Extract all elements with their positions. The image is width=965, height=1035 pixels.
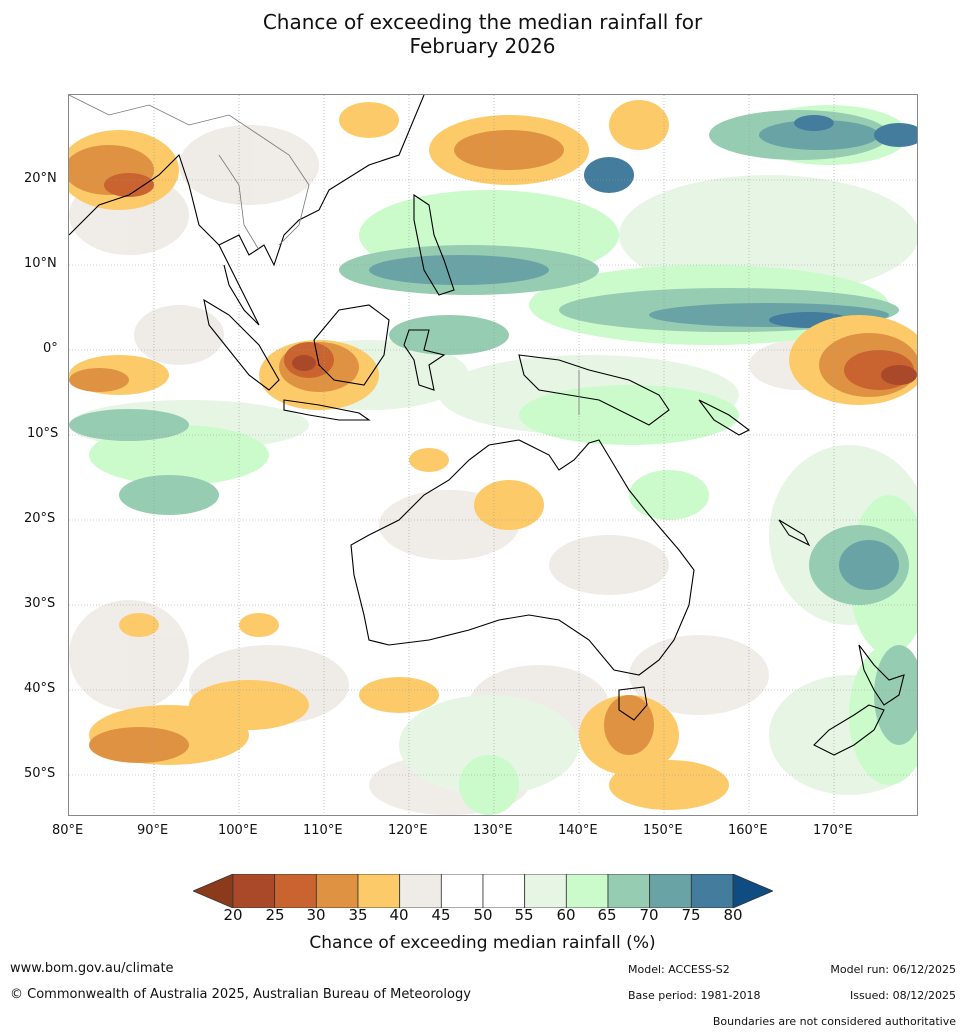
lat-label: 30°S bbox=[24, 596, 56, 611]
bom-url[interactable]: www.bom.gov.au/climate bbox=[10, 961, 174, 976]
colorbar-tick: 35 bbox=[348, 906, 368, 924]
java-coast bbox=[283, 399, 371, 421]
colorbar-cell bbox=[440, 874, 484, 908]
colorbar-cells bbox=[232, 874, 734, 908]
lon-label: 170°E bbox=[813, 823, 853, 838]
boundaries-disclaimer: Boundaries are not considered authoritat… bbox=[712, 1015, 956, 1028]
nz-south-coast bbox=[813, 704, 885, 756]
lon-label: 130°E bbox=[473, 823, 513, 838]
colorbar-tick: 20 bbox=[223, 906, 243, 924]
lat-label: 20°S bbox=[24, 511, 56, 526]
lon-label: 110°E bbox=[303, 823, 343, 838]
colorbar-tick: 75 bbox=[681, 906, 701, 924]
colorbar-tick: 40 bbox=[389, 906, 409, 924]
colorbar-tick: 80 bbox=[723, 906, 743, 924]
colorbar-low-extend bbox=[193, 874, 234, 908]
colorbar-tick: 25 bbox=[265, 906, 285, 924]
colorbar-tick: 50 bbox=[473, 906, 493, 924]
copyright-text: © Commonwealth of Australia 2025, Austra… bbox=[10, 987, 471, 1002]
solomon-islands-coast bbox=[698, 399, 751, 436]
lon-label: 140°E bbox=[558, 823, 598, 838]
colorbar bbox=[193, 874, 773, 908]
issued-text: Issued: 08/12/2025 bbox=[849, 989, 956, 1002]
colorbar-tick: 45 bbox=[431, 906, 451, 924]
model-text: Model: ACCESS-S2 bbox=[628, 963, 730, 976]
base-period-text: Base period: 1981-2018 bbox=[628, 989, 761, 1002]
lon-label: 90°E bbox=[137, 823, 169, 838]
colorbar-cell bbox=[399, 874, 442, 908]
new-guinea-coast bbox=[518, 354, 670, 426]
lon-label: 150°E bbox=[643, 823, 683, 838]
colorbar-cell bbox=[274, 874, 317, 908]
lat-label: 40°S bbox=[24, 681, 56, 696]
title-line-1: Chance of exceeding the median rainfall … bbox=[262, 10, 703, 34]
colorbar-cell bbox=[524, 874, 567, 908]
dark-brown-regions bbox=[292, 355, 917, 385]
sulawesi-coast bbox=[403, 329, 446, 391]
colorbar-cell bbox=[357, 874, 401, 908]
lat-label: 10°S bbox=[27, 426, 59, 441]
country-borders bbox=[69, 95, 580, 415]
colorbar-tick: 30 bbox=[306, 906, 326, 924]
colorbar-cell bbox=[565, 874, 609, 908]
lon-label: 100°E bbox=[218, 823, 258, 838]
colorbar-cell bbox=[607, 874, 651, 908]
sumatra-coast bbox=[203, 298, 280, 391]
colorbar-cell bbox=[315, 874, 359, 908]
map-title: Chance of exceeding the median rainfall … bbox=[0, 10, 965, 58]
lon-label: 120°E bbox=[388, 823, 428, 838]
new-caledonia-coast bbox=[778, 519, 811, 547]
rainfall-map bbox=[68, 94, 918, 816]
colorbar-cell bbox=[649, 874, 692, 908]
map-canvas bbox=[69, 95, 917, 815]
colorbar-tick: 55 bbox=[514, 906, 534, 924]
colorbar-cell bbox=[482, 874, 526, 908]
colorbar-tick: 70 bbox=[639, 906, 659, 924]
graticule bbox=[69, 95, 917, 815]
colorbar-tick: 60 bbox=[556, 906, 576, 924]
australia-coast bbox=[350, 439, 695, 676]
nz-north-coast bbox=[858, 644, 905, 706]
colorbar-high-extend bbox=[732, 874, 773, 908]
colorbar-title: Chance of exceeding median rainfall (%) bbox=[309, 933, 656, 953]
malay-peninsula-coast bbox=[218, 244, 260, 326]
lat-label: 50°S bbox=[24, 766, 56, 781]
colorbar-cell bbox=[232, 874, 276, 908]
model-run-text: Model run: 06/12/2025 bbox=[830, 963, 956, 976]
asia-coast bbox=[69, 95, 425, 267]
colorbar-cell bbox=[690, 874, 734, 908]
lat-label: 10°N bbox=[24, 256, 57, 271]
philippines-coast bbox=[413, 193, 455, 296]
lat-label: 20°N bbox=[24, 171, 57, 186]
borneo-coast bbox=[313, 304, 390, 386]
lon-label: 80°E bbox=[52, 823, 84, 838]
coastlines bbox=[69, 95, 905, 756]
title-line-2: February 2026 bbox=[409, 34, 556, 58]
lat-label: 0° bbox=[43, 341, 58, 356]
tasmania-coast bbox=[618, 686, 648, 721]
lon-label: 160°E bbox=[728, 823, 768, 838]
colorbar-tick: 65 bbox=[597, 906, 617, 924]
